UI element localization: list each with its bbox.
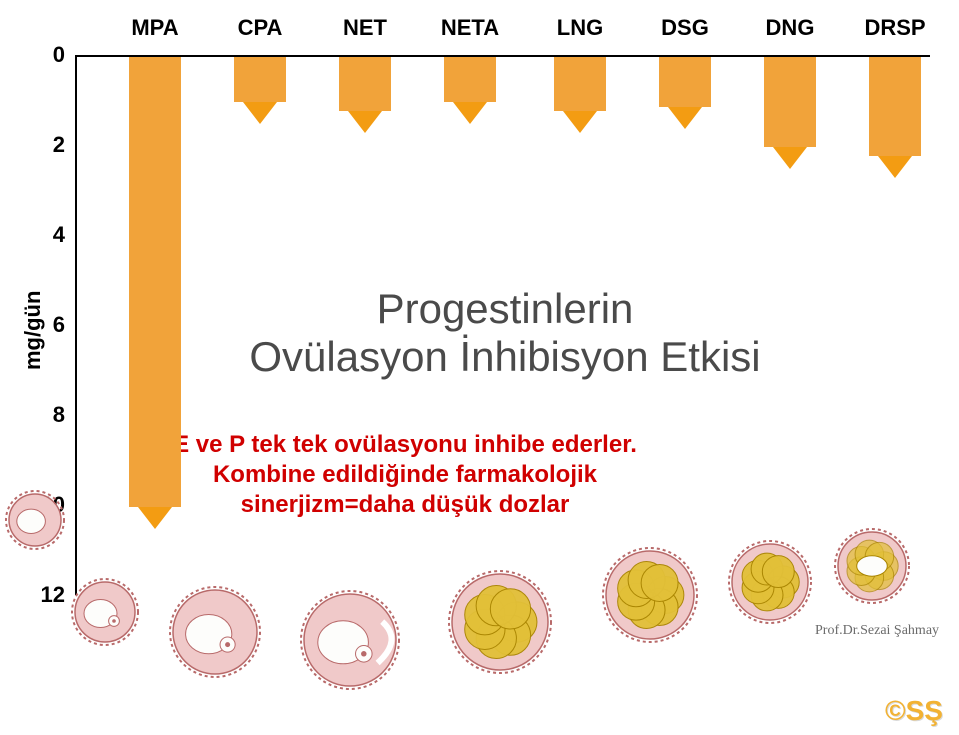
- x-category-label: LNG: [535, 15, 625, 41]
- arrow-icon: [878, 156, 912, 178]
- arrow-icon: [563, 111, 597, 133]
- arrow-icon: [668, 107, 702, 129]
- follicle-icon: [726, 538, 814, 626]
- follicle-icon: [600, 545, 700, 645]
- bar-neta: [444, 57, 496, 102]
- x-category-label: NET: [320, 15, 410, 41]
- footnote-paragraph: E ve P tek tek ovülasyonu inhibe ederler…: [135, 430, 675, 520]
- chart-title: Progestinlerin Ovülasyon İnhibisyon Etki…: [225, 285, 785, 382]
- bar-dsg: [659, 57, 711, 107]
- x-category-label: CPA: [215, 15, 305, 41]
- footnote-line-1: E ve P tek tek ovülasyonu inhibe ederler…: [173, 431, 637, 458]
- arrow-icon: [138, 507, 172, 529]
- x-category-label: DRSP: [850, 15, 940, 41]
- chart-stage: { "chart": { "type": "bar", "y_axis_labe…: [0, 0, 959, 735]
- follicle-icon: [3, 488, 67, 552]
- arrow-icon: [243, 102, 277, 124]
- bar-dng: [764, 57, 816, 147]
- x-category-label: DNG: [745, 15, 835, 41]
- arrow-icon: [773, 147, 807, 169]
- follicle-icon: [167, 584, 263, 680]
- title-line-2: Ovülasyon İnhibisyon Etkisi: [249, 333, 760, 380]
- y-tick-label: 8: [35, 402, 65, 428]
- copyright-badge: ©SŞ: [885, 695, 943, 727]
- arrow-icon: [453, 102, 487, 124]
- follicle-icon: [832, 526, 912, 606]
- x-category-label: DSG: [640, 15, 730, 41]
- y-tick-label: 4: [35, 222, 65, 248]
- y-tick-label: 2: [35, 132, 65, 158]
- author-signature: Prof.Dr.Sezai Şahmay: [815, 623, 939, 639]
- bar-net: [339, 57, 391, 111]
- bar-lng: [554, 57, 606, 111]
- follicle-icon: [69, 576, 141, 648]
- x-category-label: NETA: [425, 15, 515, 41]
- y-tick-label: 12: [35, 582, 65, 608]
- title-line-1: Progestinlerin: [377, 285, 634, 332]
- bar-mpa: [129, 57, 181, 507]
- footnote-line-3: sinerjizm=daha düşük dozlar: [241, 491, 570, 518]
- footnote-line-2: Kombine edildiğinde farmakolojik: [213, 461, 597, 488]
- x-category-label: MPA: [110, 15, 200, 41]
- y-axis-line: [75, 55, 77, 595]
- follicle-icon: [298, 588, 402, 692]
- arrow-icon: [348, 111, 382, 133]
- follicle-icon: [446, 568, 554, 676]
- bar-drsp: [869, 57, 921, 156]
- y-tick-label: 6: [35, 312, 65, 338]
- bar-cpa: [234, 57, 286, 102]
- y-tick-label: 0: [35, 42, 65, 68]
